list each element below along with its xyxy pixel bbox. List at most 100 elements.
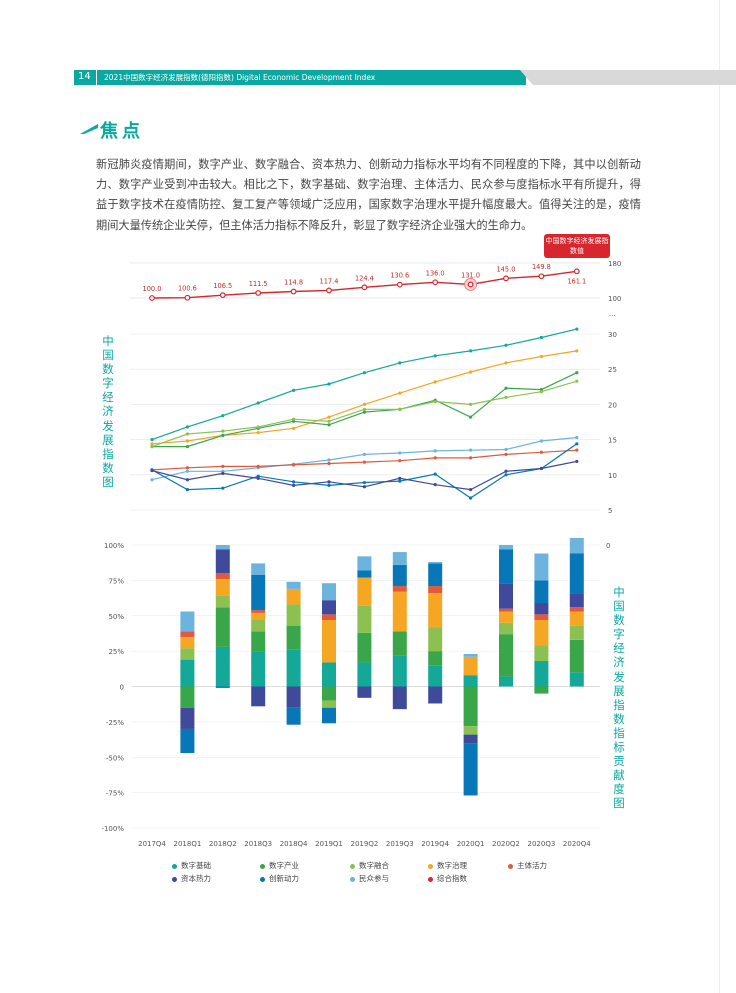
series-line-数字基础 <box>151 328 577 441</box>
data-point-数字治理 <box>256 430 260 435</box>
data-point-主体活力 <box>433 456 437 460</box>
bar-segment-民众参与 <box>180 611 195 632</box>
data-point-主体活力 <box>221 464 225 468</box>
data-point-数字基础 <box>504 343 508 347</box>
data-point-数字治理 <box>469 370 473 374</box>
bar-segment-数字治理 <box>251 612 266 620</box>
bar-segment-数字基础 <box>463 675 478 687</box>
bar-segment-数字治理 <box>428 593 443 628</box>
data-point-创新动力 <box>221 486 225 490</box>
data-point-数字治理 <box>150 442 154 446</box>
bar-segment-数字治理 <box>392 591 407 632</box>
data-point-主体活力 <box>575 448 579 452</box>
bar-segment-主体活力 <box>428 586 443 594</box>
bar-segment-资本热力 <box>357 686 372 698</box>
data-point-数字基础 <box>362 371 366 375</box>
data-point-数字基础 <box>539 335 544 340</box>
bar-segment-数字融合 <box>180 648 195 660</box>
header-stripe <box>520 70 736 85</box>
bar-segment-数字治理 <box>286 588 301 605</box>
data-point-数字融合 <box>362 407 366 411</box>
data-point-composite <box>396 281 403 288</box>
y-tick-label: 30 <box>608 331 617 339</box>
data-point-数字基础 <box>575 327 579 331</box>
data-point-数字产业 <box>504 386 508 390</box>
data-point-composite <box>255 290 262 296</box>
bar-segment-主体活力 <box>251 610 266 613</box>
bar-segment-创新动力 <box>569 553 584 594</box>
data-point-数字治理 <box>433 380 437 384</box>
y-tick-label: 15 <box>608 437 617 445</box>
legend-swatch <box>260 876 265 882</box>
data-point-民众参与 <box>504 447 508 452</box>
bar-segment-资本热力 <box>569 593 584 608</box>
data-point-数字融合 <box>256 425 260 429</box>
data-point-主体活力 <box>327 461 331 466</box>
data-point-数字治理 <box>327 415 331 419</box>
bar-segment-创新动力 <box>180 728 195 754</box>
bar-segment-数字融合 <box>251 619 266 632</box>
bar-segment-资本热力 <box>322 600 336 615</box>
bar-segment-民众参与 <box>463 653 478 657</box>
data-point-数字融合 <box>150 445 154 449</box>
data-point-资本热力 <box>469 487 473 492</box>
x-tick-label: 2017Q4 <box>138 840 166 848</box>
data-point-民众参与 <box>433 449 437 453</box>
bar-segment-创新动力 <box>428 563 443 587</box>
data-point-创新动力 <box>292 480 296 484</box>
data-label-composite: 114.8 <box>284 279 303 287</box>
bar-segment-数字产业 <box>322 686 336 701</box>
bar-segment-创新动力 <box>215 686 230 688</box>
y-tick-label: 10 <box>608 472 617 480</box>
legend-swatch <box>172 876 177 882</box>
data-point-资本热力 <box>221 471 225 475</box>
data-point-数字治理 <box>504 361 508 365</box>
bar-segment-资本热力 <box>428 686 443 704</box>
bar-segment-数字融合 <box>322 700 336 708</box>
bar-segment-民众参与 <box>251 563 266 575</box>
bar-segment-数字治理 <box>322 619 336 663</box>
data-point-composite <box>573 268 580 275</box>
data-point-资本热力 <box>327 480 331 484</box>
data-point-民众参与 <box>327 458 331 462</box>
bar-segment-数字基础 <box>392 655 407 687</box>
bar-segment-数字基础 <box>428 665 443 687</box>
data-point-创新动力 <box>362 480 366 485</box>
y-tick-label: 75% <box>108 577 124 585</box>
data-point-主体活力 <box>256 464 260 468</box>
bar-segment-民众参与 <box>499 545 513 550</box>
bar-segment-数字治理 <box>499 611 513 623</box>
data-point-数字治理 <box>185 439 189 443</box>
data-point-资本热力 <box>504 469 508 473</box>
bar-segment-主体活力 <box>569 607 584 612</box>
data-point-数字产业 <box>327 423 331 427</box>
bar-segment-数字产业 <box>357 632 372 663</box>
bar-segment-民众参与 <box>534 553 549 581</box>
x-tick-label: 2019Q2 <box>351 840 379 848</box>
legend-swatch <box>350 863 355 869</box>
section-title: 焦点 <box>100 121 144 142</box>
bar-segment-数字治理 <box>357 577 372 606</box>
data-point-数字融合 <box>221 429 225 433</box>
page-number: 14 <box>78 71 91 82</box>
data-point-composite <box>361 284 368 291</box>
bar-segment-主体活力 <box>180 631 195 637</box>
data-point-创新动力 <box>398 479 402 483</box>
bar-segment-资本热力 <box>251 686 266 707</box>
legend-label: 数字产业 <box>269 861 299 870</box>
data-label-composite: 149.8 <box>532 263 551 271</box>
data-point-数字治理 <box>398 391 402 395</box>
data-point-主体活力 <box>292 463 296 467</box>
data-point-数字产业 <box>575 371 579 375</box>
bar-segment-数字产业 <box>180 686 195 708</box>
y-tick-label: 25 <box>608 366 617 374</box>
bar-segment-数字融合 <box>357 605 372 633</box>
data-point-主体活力 <box>362 460 366 464</box>
data-point-主体活力 <box>504 452 508 456</box>
data-point-数字产业 <box>362 410 366 414</box>
y-tick-label: -25% <box>106 719 124 727</box>
series-line-数字治理 <box>151 350 577 445</box>
data-point-数字基础 <box>433 354 437 358</box>
x-tick-label: 2019Q1 <box>315 840 343 848</box>
data-label-composite: 100.0 <box>143 285 162 293</box>
